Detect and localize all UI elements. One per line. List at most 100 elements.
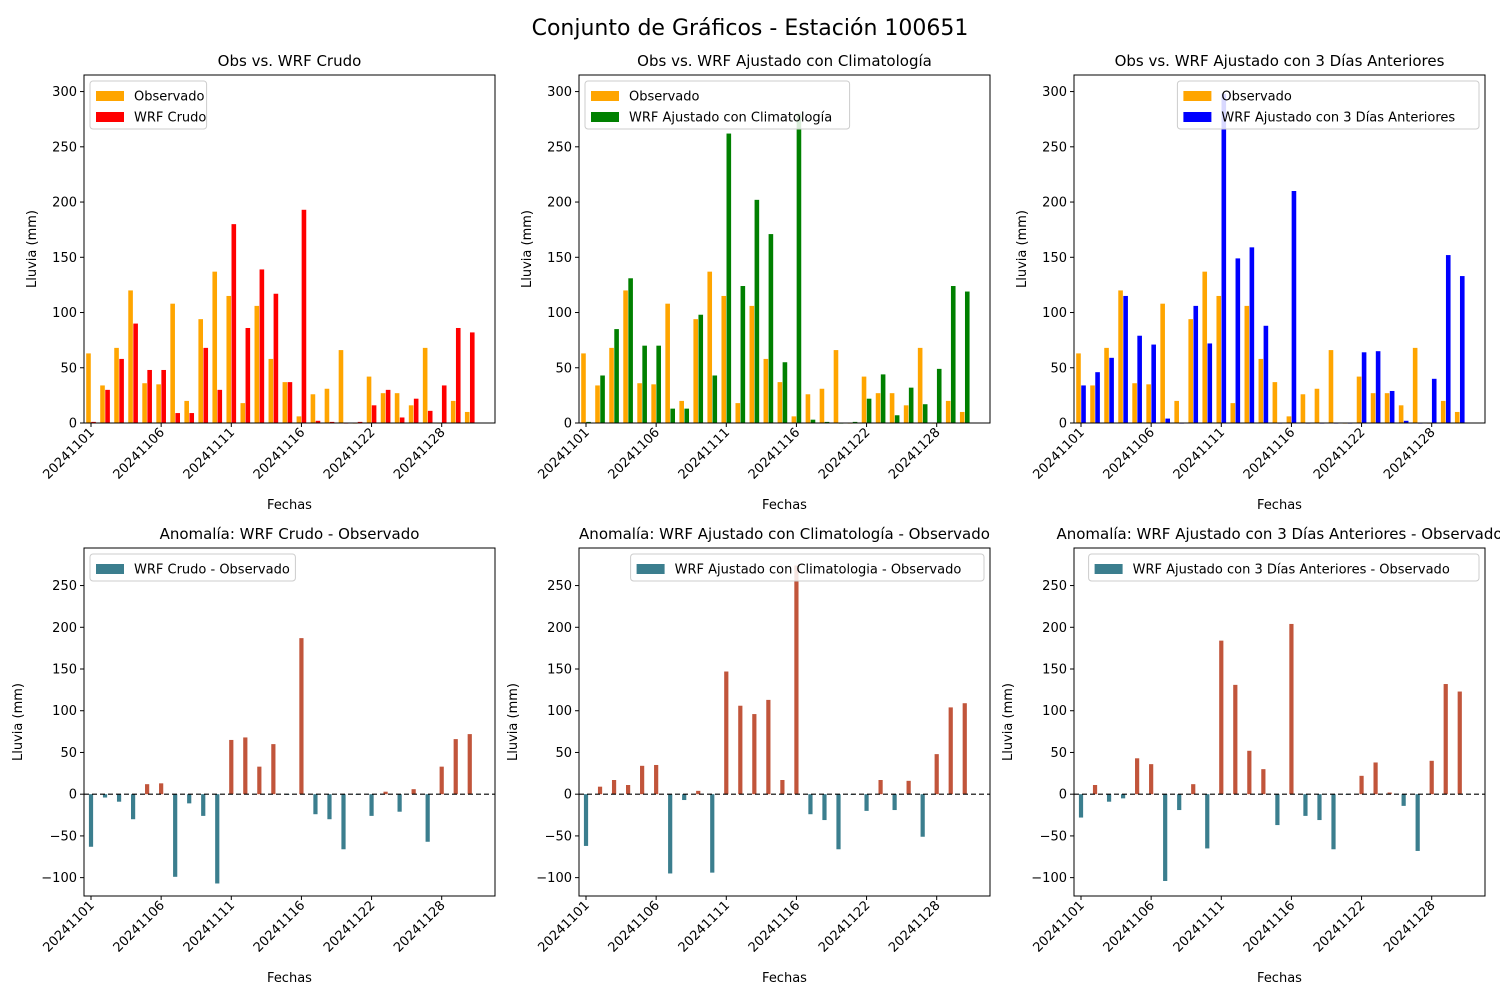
bar — [1389, 390, 1395, 423]
bar — [819, 388, 825, 423]
bar — [950, 286, 956, 423]
bar — [1149, 764, 1154, 795]
y-tick-label: 200 — [1042, 621, 1067, 636]
bar — [380, 393, 386, 423]
legend: Observado WRF Ajustado con Climatología — [584, 80, 851, 130]
bar — [1095, 372, 1100, 423]
y-tick-label: 300 — [52, 85, 77, 100]
bar — [824, 421, 830, 423]
x-tick-label: 20241106 — [111, 425, 168, 482]
bar — [906, 780, 911, 795]
bar — [754, 199, 760, 423]
bar — [1219, 640, 1224, 795]
plot-frame — [1073, 547, 1486, 897]
bar — [777, 382, 783, 423]
legend-swatch — [96, 91, 124, 101]
bar — [315, 420, 321, 423]
legend-swatch — [1183, 91, 1212, 101]
y-axis-label: Lluvia (mm) — [11, 683, 26, 761]
y-tick-label: 0 — [564, 417, 572, 432]
bar — [1445, 255, 1451, 423]
bar — [609, 347, 614, 423]
bar — [338, 350, 344, 423]
bar — [1221, 93, 1227, 424]
bar — [1328, 350, 1334, 423]
y-tick-label: 300 — [547, 85, 572, 100]
chart-title: Anomalía: WRF Ajustado con 3 Días Anteri… — [1056, 525, 1500, 543]
bar — [707, 271, 713, 423]
bar — [175, 413, 181, 423]
bar — [1387, 792, 1392, 795]
bar — [791, 416, 797, 423]
bar — [299, 638, 304, 795]
bar — [1249, 247, 1255, 423]
bar — [385, 389, 391, 423]
bar — [212, 271, 218, 423]
bar — [427, 410, 433, 423]
bar — [1244, 305, 1250, 423]
bar — [226, 295, 232, 423]
bar — [366, 376, 372, 423]
legend: WRF Ajustado con 3 Días Anteriores - Obs… — [1088, 553, 1480, 582]
plot-frame — [578, 547, 991, 897]
legend: WRF Ajustado con Climatologia - Observad… — [630, 553, 985, 582]
bar — [1207, 343, 1213, 423]
bar — [1120, 794, 1126, 799]
bar — [259, 269, 265, 423]
x-tick-label: 20241111 — [181, 425, 238, 482]
bar — [836, 794, 841, 850]
legend-swatch — [1183, 112, 1212, 122]
bar — [908, 387, 914, 423]
bar — [145, 784, 150, 795]
bar — [1443, 684, 1448, 795]
bar — [665, 303, 670, 423]
bar — [1286, 416, 1292, 423]
bar — [880, 374, 886, 423]
legend-frame — [584, 80, 851, 130]
bar — [1123, 295, 1128, 423]
y-axis-label: Lluvia (mm) — [1001, 683, 1016, 761]
bar — [749, 305, 755, 423]
bar — [189, 413, 195, 423]
bar — [1104, 347, 1109, 423]
bar — [724, 671, 729, 795]
x-tick-label: 20241101 — [40, 898, 97, 955]
bar — [1289, 623, 1294, 795]
plot-frame — [83, 547, 496, 897]
y-tick-label: −50 — [50, 829, 77, 844]
chart-title: Obs vs. WRF Ajustado con Climatología — [637, 52, 932, 70]
chart-panel-5: Anomalía: WRF Ajustado con Climatología … — [506, 525, 991, 986]
bar — [1459, 276, 1465, 423]
plot-frame — [83, 74, 496, 424]
x-tick-label: 20241116 — [1241, 425, 1298, 482]
bar — [411, 789, 416, 795]
x-tick-label: 20241116 — [746, 425, 803, 482]
bar — [397, 794, 402, 812]
y-tick-label: 50 — [1050, 361, 1067, 376]
bar — [105, 389, 110, 423]
y-tick-label: 150 — [1042, 251, 1067, 266]
y-tick-label: 0 — [69, 788, 77, 803]
bar — [1151, 344, 1156, 423]
bar — [243, 737, 248, 795]
x-tick-label: 20241122 — [1311, 898, 1368, 955]
x-tick-label: 20241101 — [535, 898, 592, 955]
x-tick-label: 20241128 — [1381, 425, 1438, 482]
bar — [959, 411, 965, 423]
bar — [696, 790, 701, 795]
y-tick-label: 200 — [52, 196, 77, 211]
figure-title: Conjunto de Gráficos - Estación 100651 — [531, 16, 969, 41]
bar — [254, 305, 260, 423]
x-tick-label: 20241122 — [321, 425, 378, 482]
bar — [287, 382, 293, 423]
bar — [327, 794, 332, 820]
bar — [296, 416, 302, 423]
y-tick-label: 0 — [1059, 417, 1067, 432]
y-tick-label: 200 — [52, 621, 77, 636]
bar — [581, 353, 586, 423]
bar — [198, 319, 204, 423]
bar — [1275, 794, 1280, 826]
x-tick-label: 20241111 — [181, 898, 238, 955]
bar — [640, 765, 645, 795]
bar — [1132, 383, 1137, 423]
